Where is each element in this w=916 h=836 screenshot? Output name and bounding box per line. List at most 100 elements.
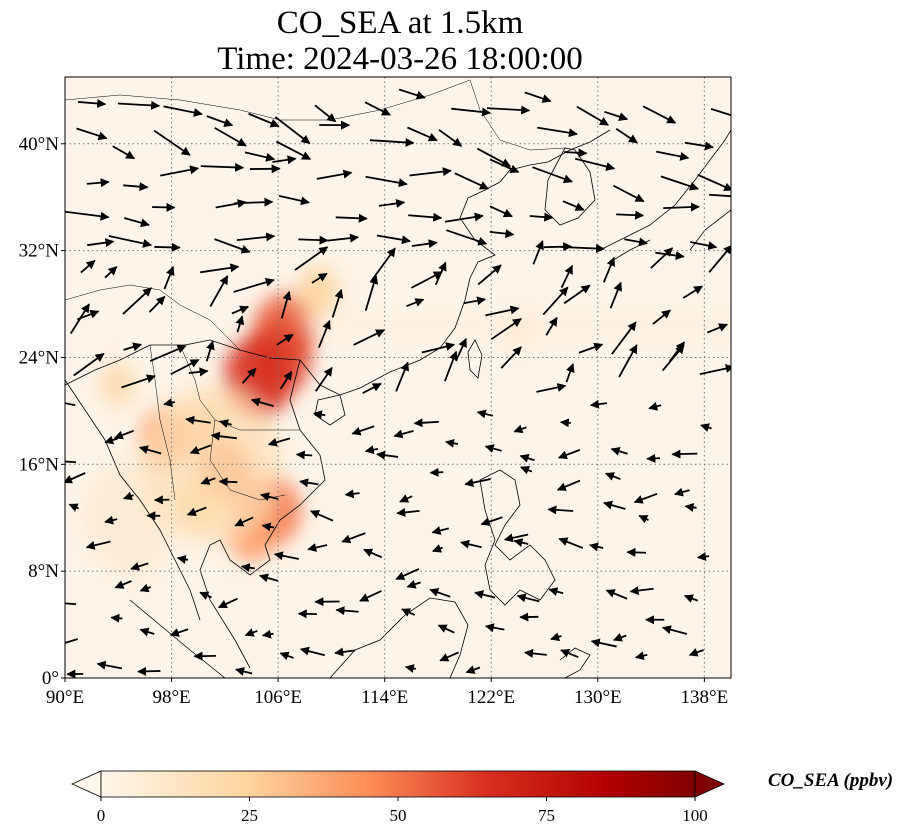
wind-arrow bbox=[560, 649, 579, 659]
wind-arrow bbox=[314, 104, 337, 123]
colorbar-extend-max bbox=[694, 770, 725, 798]
wind-arrow bbox=[96, 660, 123, 670]
lon-tick-label: 122°E bbox=[467, 687, 515, 708]
colorbar-extend-min bbox=[71, 770, 102, 798]
wind-arrow bbox=[474, 590, 496, 599]
wind-arrow bbox=[248, 112, 280, 128]
wind-arrow bbox=[536, 383, 567, 393]
wind-arrow bbox=[279, 651, 294, 661]
wind-arrow bbox=[710, 107, 731, 117]
wind-arrow bbox=[234, 516, 254, 527]
wind-arrow bbox=[611, 321, 637, 355]
coastline-sumatra bbox=[129, 599, 226, 678]
wind-arrow bbox=[148, 295, 166, 313]
wind-arrow bbox=[200, 263, 240, 274]
wind-arrow bbox=[633, 492, 658, 504]
wind-arrow bbox=[689, 241, 718, 251]
wind-arrow bbox=[273, 551, 299, 561]
wind-arrow bbox=[65, 460, 77, 464]
wind-arrow bbox=[563, 284, 591, 305]
wind-arrow bbox=[560, 243, 606, 253]
co-plume-band bbox=[304, 317, 731, 332]
wind-arrow bbox=[503, 533, 529, 543]
wind-arrow bbox=[149, 344, 187, 362]
wind-arrow bbox=[280, 290, 292, 319]
wind-arrow bbox=[335, 606, 359, 616]
coastline-philippines bbox=[479, 469, 556, 606]
wind-arrow bbox=[378, 198, 406, 208]
wind-arrow bbox=[299, 646, 326, 657]
wind-arrow bbox=[65, 210, 110, 221]
wind-arrow bbox=[603, 500, 626, 510]
wind-arrow bbox=[199, 591, 212, 600]
wind-arrow bbox=[590, 638, 617, 648]
wind-arrow bbox=[524, 91, 552, 103]
wind-arrow bbox=[110, 613, 123, 623]
wind-arrow bbox=[513, 538, 529, 548]
wind-arrow bbox=[480, 516, 503, 526]
wind-arrow bbox=[682, 285, 704, 299]
wind-arrow bbox=[279, 370, 293, 390]
wind-arrow bbox=[240, 563, 255, 573]
wind-arrow bbox=[589, 399, 608, 409]
wind-arrow bbox=[409, 167, 452, 177]
co-haze bbox=[141, 384, 282, 545]
wind-arrow bbox=[485, 305, 520, 317]
wind-arrow bbox=[65, 638, 79, 644]
wind-arrow bbox=[137, 666, 161, 676]
wind-arrow bbox=[376, 234, 411, 245]
wind-arrow bbox=[545, 316, 558, 336]
wind-arrow bbox=[564, 148, 588, 158]
wind-arrow bbox=[351, 425, 375, 436]
wind-arrow bbox=[532, 166, 573, 184]
wind-arrow bbox=[188, 367, 209, 377]
wind-arrow bbox=[86, 178, 110, 188]
wind-arrow bbox=[429, 467, 444, 477]
wind-arrow bbox=[437, 624, 455, 634]
wind-arrow bbox=[434, 261, 447, 286]
wind-arrow bbox=[516, 593, 540, 603]
wind-arrow bbox=[605, 472, 621, 481]
wind-arrow bbox=[708, 193, 731, 198]
wind-arrow bbox=[369, 137, 415, 147]
colorbar-tick-label: 0 bbox=[97, 806, 106, 825]
colorbar: 0 25 50 75 100 bbox=[71, 770, 725, 825]
wind-arrow bbox=[605, 589, 628, 600]
wind-arrow bbox=[341, 532, 366, 544]
wind-arrow bbox=[335, 213, 368, 223]
wind-arrow bbox=[376, 450, 399, 460]
coastline-myanmar bbox=[65, 379, 201, 621]
wind-arrow bbox=[604, 110, 629, 122]
wind-arrow bbox=[642, 105, 677, 124]
wind-arrow bbox=[261, 522, 275, 532]
wind-arrow bbox=[276, 140, 312, 161]
wind-arrow bbox=[205, 340, 215, 362]
lat-tick-label: 40°N bbox=[19, 134, 60, 155]
wind-arrow bbox=[688, 648, 704, 657]
colorbar-tick-label: 25 bbox=[241, 806, 258, 825]
wind-arrow bbox=[612, 184, 645, 203]
wind-arrow bbox=[112, 145, 136, 160]
wind-arrow bbox=[121, 374, 156, 389]
wind-arrow bbox=[77, 99, 107, 108]
wind-arrow bbox=[532, 240, 544, 265]
wind-arrow bbox=[294, 246, 329, 271]
wind-arrow bbox=[616, 210, 645, 220]
wind-arrow bbox=[316, 169, 353, 180]
wind-arrow bbox=[218, 477, 238, 487]
wind-arrow bbox=[209, 275, 229, 307]
wind-arrow bbox=[108, 235, 153, 248]
wind-arrow bbox=[235, 315, 245, 333]
map-subtitle-time: Time: 2024-03-26 18:00:00 bbox=[217, 41, 583, 77]
map-frame bbox=[64, 76, 732, 679]
wind-arrow bbox=[556, 479, 581, 491]
wind-arrow bbox=[411, 239, 438, 249]
colorbar-ticks: 0 25 50 75 100 bbox=[97, 797, 708, 825]
wind-arrow bbox=[154, 242, 181, 252]
lat-tick-label: 8°N bbox=[28, 561, 59, 582]
lat-tick-label: 24°N bbox=[19, 347, 60, 368]
wind-arrow bbox=[548, 587, 564, 596]
wind-arrow bbox=[123, 342, 143, 352]
wind-arrow bbox=[550, 632, 562, 642]
wind-arrow bbox=[163, 398, 176, 408]
